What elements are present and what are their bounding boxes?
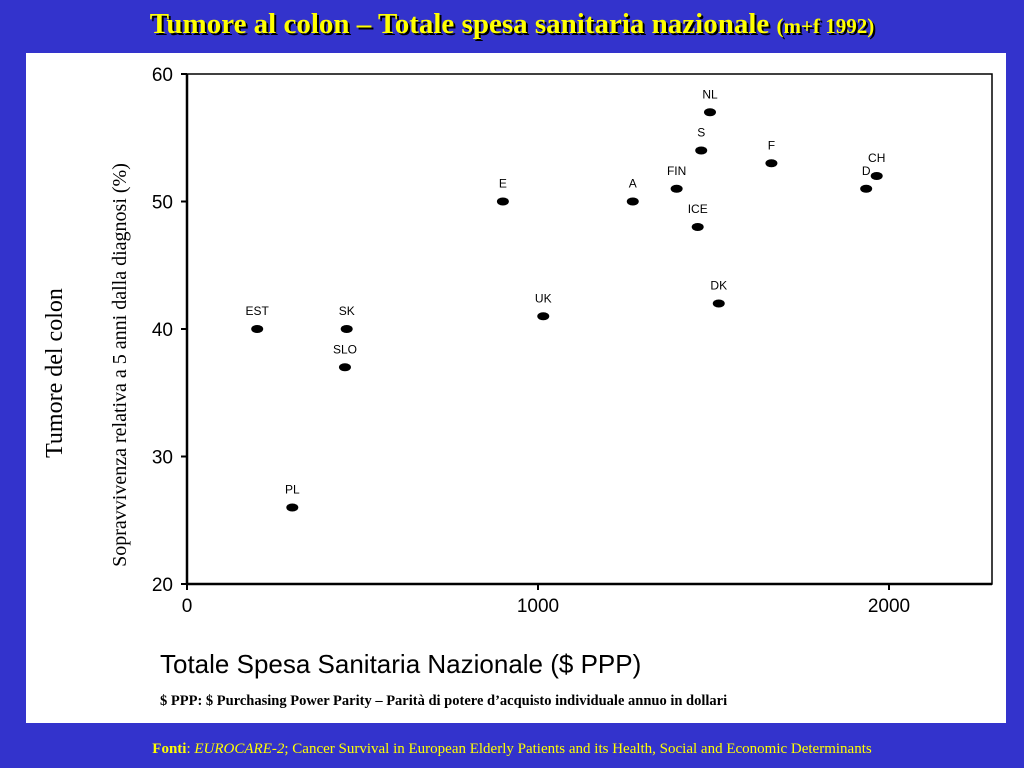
data-point-label: A <box>629 177 637 191</box>
data-point <box>626 197 639 206</box>
data-point <box>695 146 708 155</box>
data-point-label: SLO <box>333 342 357 356</box>
data-point-label: S <box>697 126 705 140</box>
data-point <box>537 312 550 321</box>
slide-title-main: Tumore al colon – Totale spesa sanitaria… <box>149 8 770 40</box>
source-citation: Fonti: EUROCARE-2; Cancer Survival in Eu… <box>0 741 1024 758</box>
data-point <box>338 363 351 372</box>
slide-title-sub: (m+f 1992) <box>776 14 875 38</box>
data-point-label: F <box>768 138 775 152</box>
scatter-chart: 20 30 40 50 60 0 1000 2000 EST SK SLO PL E UK A FIN S N… <box>42 65 993 617</box>
x-axis-title: Totale Spesa Sanitaria Nazionale ($ PPP) <box>160 649 642 679</box>
data-point <box>286 503 299 512</box>
data-point <box>860 184 873 193</box>
data-point <box>703 108 716 117</box>
data-point-label: EST <box>246 304 270 318</box>
chart-panel: 20 30 40 50 60 0 1000 2000 EST SK SLO PL E UK A FIN S N… <box>26 53 1006 723</box>
slide-title: Tumore al colon – Totale spesa sanitaria… <box>0 8 1024 41</box>
source-label: Fonti <box>152 741 187 757</box>
ppp-footnote: $ PPP: $ Purchasing Power Parity – Parit… <box>160 693 728 709</box>
data-point-label: UK <box>535 291 552 305</box>
data-point <box>670 184 683 193</box>
x-tick-label: 2000 <box>868 596 910 617</box>
y-tick-label: 40 <box>152 320 173 341</box>
data-point-label: NL <box>702 87 718 101</box>
data-point <box>712 299 725 308</box>
data-point-label: CH <box>868 151 885 165</box>
source-description: ; Cancer Survival in European Elderly Pa… <box>284 741 872 757</box>
data-point <box>251 325 264 333</box>
data-point-label: E <box>499 177 507 191</box>
y-tick-label: 30 <box>152 448 173 469</box>
data-point-label: PL <box>285 483 300 497</box>
y-tick-label: 60 <box>152 65 173 86</box>
x-tick-label: 1000 <box>517 596 559 617</box>
data-point-label: DK <box>710 279 727 293</box>
source-separator: : <box>186 741 195 757</box>
y-axis-title-line2: Sopravvivenza relativa a 5 anni dalla di… <box>109 163 131 567</box>
data-point <box>496 197 509 206</box>
data-point <box>870 172 883 180</box>
data-point <box>340 325 353 333</box>
x-axis: 0 1000 2000 <box>182 584 910 617</box>
data-point-label: FIN <box>667 164 686 178</box>
y-axis-title-line1: Tumore del colon <box>42 288 68 458</box>
data-point <box>691 223 704 231</box>
x-tick-label: 0 <box>182 596 193 617</box>
data-points: EST SK SLO PL E UK A FIN S NL ICE DK F DCH <box>246 87 885 512</box>
y-axis: 20 30 40 50 60 <box>152 65 187 596</box>
data-point <box>765 159 778 168</box>
data-point-label: SK <box>339 304 355 318</box>
data-point-label: D <box>862 164 871 178</box>
y-tick-label: 20 <box>152 575 173 596</box>
y-tick-label: 50 <box>152 193 173 214</box>
source-name: EUROCARE-2 <box>194 741 285 757</box>
data-point-label: ICE <box>688 202 708 216</box>
